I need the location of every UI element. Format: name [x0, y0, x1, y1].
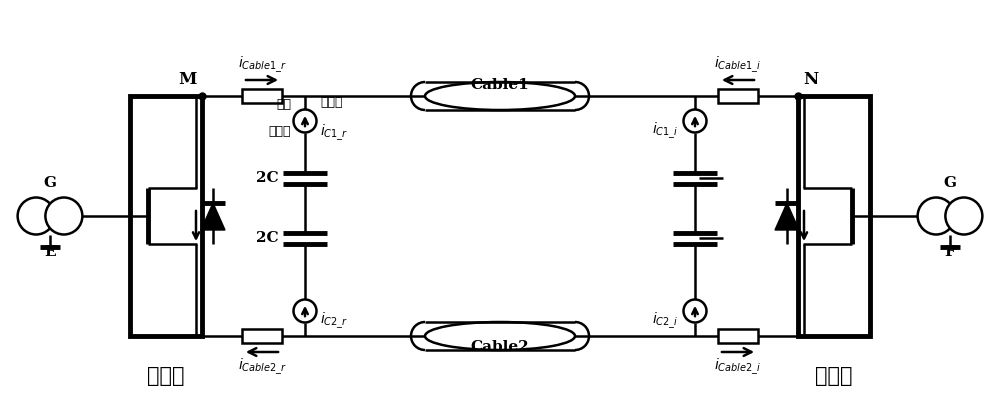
Text: $i_{Cable2\_r}$: $i_{Cable2\_r}$ — [238, 357, 286, 377]
Text: E: E — [44, 244, 56, 258]
Text: Cable1: Cable1 — [471, 78, 529, 92]
Text: 逆变站: 逆变站 — [815, 366, 853, 386]
Circle shape — [918, 197, 955, 234]
Circle shape — [294, 300, 316, 322]
Text: 2C: 2C — [256, 171, 279, 185]
Text: 整流站: 整流站 — [147, 366, 185, 386]
Text: 2C: 2C — [256, 231, 279, 245]
Text: F: F — [945, 244, 955, 258]
Text: G: G — [944, 176, 956, 189]
Bar — [718, 329, 758, 343]
Text: 分流器: 分流器 — [320, 96, 342, 109]
Circle shape — [684, 109, 706, 133]
Ellipse shape — [425, 82, 575, 110]
Bar — [718, 89, 758, 103]
Polygon shape — [775, 203, 799, 230]
Circle shape — [18, 197, 55, 234]
Text: N: N — [803, 71, 818, 88]
Text: 电流: 电流 — [276, 98, 291, 111]
Text: G: G — [44, 176, 56, 189]
Text: M: M — [179, 71, 197, 88]
Text: $i_{C2\_i}$: $i_{C2\_i}$ — [652, 311, 678, 332]
Ellipse shape — [425, 322, 575, 350]
Text: $i_{Cable1\_r}$: $i_{Cable1\_r}$ — [238, 55, 286, 75]
Text: Cable2: Cable2 — [471, 340, 529, 354]
Circle shape — [684, 300, 706, 322]
Polygon shape — [201, 203, 225, 230]
Circle shape — [945, 197, 982, 234]
Bar — [130, 96, 202, 336]
Text: $i_{Cable1\_i}$: $i_{Cable1\_i}$ — [714, 55, 762, 75]
Text: $i_{C1\_r}$: $i_{C1\_r}$ — [320, 123, 348, 143]
Text: 互感器: 互感器 — [268, 125, 291, 138]
Bar — [798, 96, 870, 336]
Text: $i_{C1\_i}$: $i_{C1\_i}$ — [652, 121, 678, 141]
Text: $i_{C2\_r}$: $i_{C2\_r}$ — [320, 311, 348, 332]
Circle shape — [45, 197, 82, 234]
Bar — [242, 89, 282, 103]
Bar — [242, 329, 282, 343]
Circle shape — [294, 109, 316, 133]
Text: $i_{Cable2\_i}$: $i_{Cable2\_i}$ — [714, 357, 762, 377]
